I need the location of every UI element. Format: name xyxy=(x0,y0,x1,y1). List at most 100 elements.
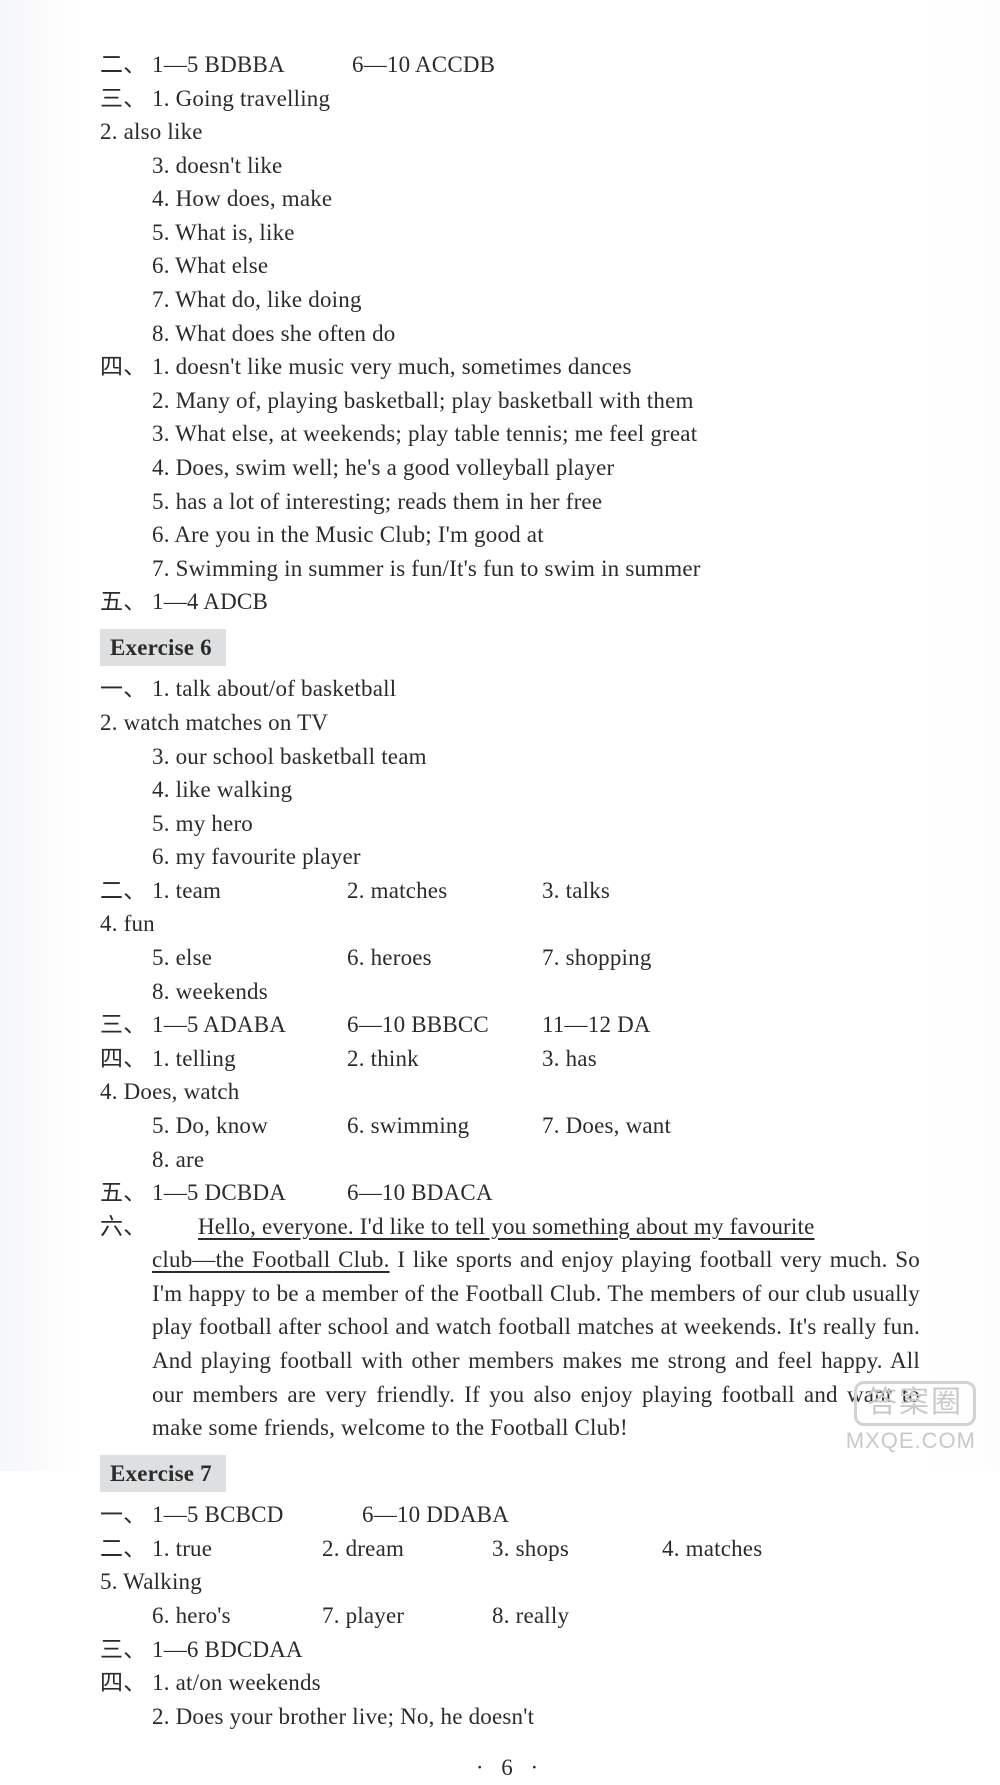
ex6-two-row1: 二、 1. team 2. matches 3. talks 4. fun xyxy=(100,874,920,941)
section-3-row4: 7. What do, like doing 8. What does she … xyxy=(100,283,920,350)
page-number: · 6 · xyxy=(100,1751,920,1785)
item: 6. What else xyxy=(152,249,562,283)
section-3-row3: 5. What is, like 6. What else xyxy=(100,216,920,283)
item: 5. Walking xyxy=(100,1565,270,1599)
section-marker: 二、 xyxy=(100,874,152,908)
item: 3. doesn't like xyxy=(152,149,522,183)
item: 2. watch matches on TV xyxy=(100,706,510,740)
section-marker: 三、 xyxy=(100,82,152,116)
item: 2. Does your brother live; No, he doesn'… xyxy=(100,1700,920,1734)
answers: 6—10 BDACA xyxy=(347,1176,542,1210)
answers: 1—5 BDBBA xyxy=(152,48,352,82)
section-3-row2: 3. doesn't like 4. How does, make xyxy=(100,149,920,216)
item: 1. doesn't like music very much, sometim… xyxy=(152,350,632,384)
answers: 1—5 DCBDA xyxy=(152,1176,347,1210)
ex7-one: 一、 1—5 BCBCD 6—10 DDABA xyxy=(100,1498,920,1532)
section-marker: 四、 xyxy=(100,350,152,384)
answers: 1—4 ADCB xyxy=(152,585,268,619)
ex6-one-row1: 一、 1. talk about/of basketball 2. watch … xyxy=(100,672,920,739)
section-marker: 一、 xyxy=(100,1498,152,1532)
item: 6. Are you in the Music Club; I'm good a… xyxy=(100,518,920,552)
answers: 1—5 BCBCD xyxy=(152,1498,362,1532)
item: 1. at/on weekends xyxy=(152,1666,321,1700)
exercise-7-header: Exercise 7 xyxy=(100,1455,226,1493)
section-marker: 三、 xyxy=(100,1633,152,1667)
item: 7. shopping xyxy=(542,941,737,975)
section-marker: 二、 xyxy=(100,1532,152,1566)
answers: 11—12 DA xyxy=(542,1008,737,1042)
item: 2. also like xyxy=(100,115,510,149)
item: 2. think xyxy=(347,1042,542,1076)
item: 5. has a lot of interesting; reads them … xyxy=(100,485,920,519)
item: 8. weekends xyxy=(152,975,347,1009)
item: 8. are xyxy=(152,1143,347,1177)
section-marker: 三、 xyxy=(100,1008,152,1042)
section-2: 二、 1—5 BDBBA 6—10 ACCDB xyxy=(100,48,920,82)
section-4-row1: 四、 1. doesn't like music very much, some… xyxy=(100,350,920,384)
item: 7. Swimming in summer is fun/It's fun to… xyxy=(100,552,920,586)
ex6-five: 五、 1—5 DCBDA 6—10 BDACA xyxy=(100,1176,920,1210)
answers: 1—5 ADABA xyxy=(152,1008,347,1042)
item: 5. What is, like xyxy=(152,216,522,250)
ex7-two-row2: 6. hero's 7. player 8. really xyxy=(100,1599,920,1633)
answers: 6—10 ACCDB xyxy=(352,48,495,82)
item: 6. my favourite player xyxy=(152,840,562,874)
item: 6. swimming xyxy=(347,1109,542,1143)
section-5: 五、 1—4 ADCB xyxy=(100,585,920,619)
ex6-four-row2: 5. Do, know 6. swimming 7. Does, want 8.… xyxy=(100,1109,920,1176)
exercise-6-header: Exercise 6 xyxy=(100,629,226,667)
item: 3. What else, at weekends; play table te… xyxy=(100,417,920,451)
page-container: 二、 1—5 BDBBA 6—10 ACCDB 三、 1. Going trav… xyxy=(0,0,1000,1471)
item: 5. my hero xyxy=(152,807,522,841)
item: 2. dream xyxy=(322,1532,492,1566)
ex7-three: 三、 1—6 BDCDAA xyxy=(100,1633,920,1667)
item: 3. shops xyxy=(492,1532,662,1566)
passage-body: club—the Football Club. I like sports an… xyxy=(100,1243,920,1444)
ex6-one-row3: 5. my hero 6. my favourite player xyxy=(100,807,920,874)
item: 6. heroes xyxy=(347,941,542,975)
item: 1. true xyxy=(152,1532,322,1566)
answers: 1—6 BDCDAA xyxy=(152,1633,303,1667)
passage-club: club—the Football Club. xyxy=(152,1247,390,1272)
ex6-two-row2: 5. else 6. heroes 7. shopping 8. weekend… xyxy=(100,941,920,1008)
section-marker: 六、 xyxy=(100,1210,152,1244)
item: 5. else xyxy=(152,941,347,975)
section-marker: 四、 xyxy=(100,1666,152,1700)
passage-rest: I like sports and enjoy playing football… xyxy=(152,1247,920,1440)
item: 7. Does, want xyxy=(542,1109,737,1143)
passage-lead: Hello, everyone. I'd like to tell you so… xyxy=(198,1210,814,1244)
item: 5. Do, know xyxy=(152,1109,347,1143)
section-marker: 四、 xyxy=(100,1042,152,1076)
item: 7. What do, like doing xyxy=(152,283,522,317)
item: 1. Going travelling xyxy=(152,82,522,116)
section-marker: 五、 xyxy=(100,585,152,619)
item: 8. What does she often do xyxy=(152,317,562,351)
ex6-six-lead: 六、 Hello, everyone. I'd like to tell you… xyxy=(100,1210,920,1244)
item: 4. How does, make xyxy=(152,182,562,216)
answers: 6—10 DDABA xyxy=(362,1498,509,1532)
item: 3. has xyxy=(542,1042,737,1076)
ex6-three: 三、 1—5 ADABA 6—10 BBBCC 11—12 DA xyxy=(100,1008,920,1042)
answers: 6—10 BBBCC xyxy=(347,1008,542,1042)
item: 8. really xyxy=(492,1599,662,1633)
item: 6. hero's xyxy=(152,1599,322,1633)
item: 1. team xyxy=(152,874,347,908)
item: 7. player xyxy=(322,1599,492,1633)
item: 1. talk about/of basketball xyxy=(152,672,522,706)
ex6-four-row1: 四、 1. telling 2. think 3. has 4. Does, w… xyxy=(100,1042,920,1109)
item: 2. matches xyxy=(347,874,542,908)
section-marker: 五、 xyxy=(100,1176,152,1210)
section-marker: 二、 xyxy=(100,48,152,82)
item: 4. fun xyxy=(100,907,295,941)
item: 1. telling xyxy=(152,1042,347,1076)
item: 4. matches xyxy=(662,1532,832,1566)
item: 3. our school basketball team xyxy=(152,740,522,774)
section-3-row1: 三、 1. Going travelling 2. also like xyxy=(100,82,920,149)
ex6-one-row2: 3. our school basketball team 4. like wa… xyxy=(100,740,920,807)
section-marker: 一、 xyxy=(100,672,152,706)
item: 4. like walking xyxy=(152,773,562,807)
item: 4. Does, watch xyxy=(100,1075,310,1109)
item: 2. Many of, playing basketball; play bas… xyxy=(100,384,920,418)
item: 4. Does, swim well; he's a good volleyba… xyxy=(100,451,920,485)
ex7-four-row1: 四、 1. at/on weekends xyxy=(100,1666,920,1700)
